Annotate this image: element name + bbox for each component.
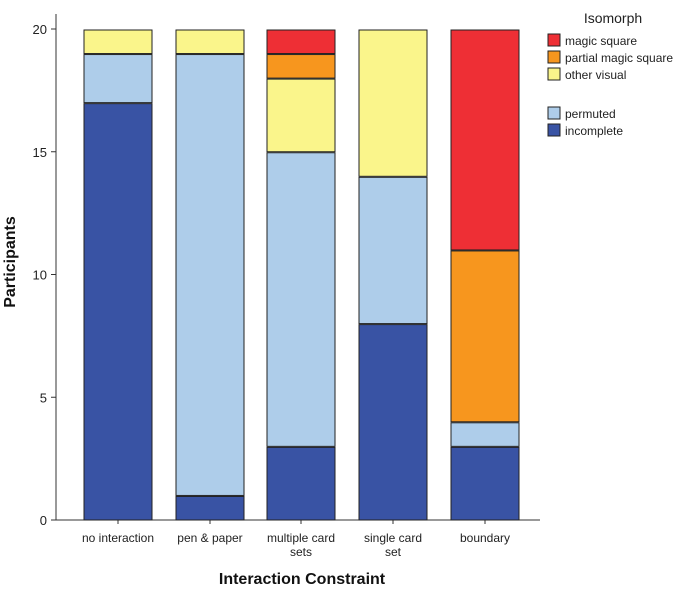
bar-multiple-card-sets-permuted xyxy=(266,152,336,447)
bar-boundary-incomplete xyxy=(450,446,520,521)
y-tick-label: 15 xyxy=(33,145,47,160)
y-axis-title: Participants xyxy=(2,216,19,308)
y-tick-label: 10 xyxy=(33,268,47,283)
bar-no-interaction-incomplete xyxy=(83,103,153,521)
legend-swatch-incomplete xyxy=(547,123,561,137)
bar-multiple-card-sets-partial-magic-square xyxy=(266,54,336,79)
legend: Isomorph magic square partial magic squar… xyxy=(547,10,673,138)
legend-title: Isomorph xyxy=(584,10,642,26)
bar-no-interaction-other-visual xyxy=(83,29,153,55)
bar-multiple-card-sets-incomplete xyxy=(266,446,336,521)
legend-swatch-magic-square xyxy=(547,33,561,47)
chart-bars xyxy=(83,29,520,521)
y-tick-labels: 0 5 10 15 20 xyxy=(33,22,47,528)
legend-label-incomplete: incomplete xyxy=(565,124,623,138)
bar-boundary-partial-magic-square xyxy=(450,250,520,423)
x-axis-title: Interaction Constraint xyxy=(219,571,386,588)
x-tick-label-pen-paper: pen & paper xyxy=(177,531,242,545)
bar-multiple-card-sets-other-visual xyxy=(266,78,336,153)
bar-boundary-magic-square xyxy=(450,29,520,251)
bar-pen-paper-incomplete xyxy=(175,495,245,521)
legend-swatch-partial-magic-square xyxy=(547,50,561,64)
bar-pen-paper-other-visual xyxy=(175,29,245,55)
y-tick-label: 0 xyxy=(40,513,47,528)
y-tick-label: 20 xyxy=(33,22,47,37)
bar-single-card-set-permuted xyxy=(358,176,428,325)
bar-boundary-permuted xyxy=(450,422,520,447)
y-tick-label: 5 xyxy=(40,390,47,405)
bar-single-card-set-other-visual xyxy=(358,29,428,177)
bar-multiple-card-sets-magic-square xyxy=(266,29,336,55)
legend-label-magic-square: magic square xyxy=(565,34,637,48)
x-tick-labels: no interaction pen & paper multiple card se… xyxy=(82,531,510,559)
bar-pen-paper-permuted xyxy=(175,54,245,496)
bar-single-card-set-incomplete xyxy=(358,324,428,521)
legend-label-permuted: permuted xyxy=(565,107,616,121)
legend-label-partial-magic-square: partial magic square xyxy=(565,51,673,65)
x-tick-label-multiple-card-sets: multiple card sets xyxy=(267,531,335,559)
bar-no-interaction-permuted xyxy=(83,54,153,104)
x-tick-label-boundary: boundary xyxy=(460,531,510,545)
x-tick-label-no-interaction: no interaction xyxy=(82,531,154,545)
legend-swatch-other-visual xyxy=(547,67,561,81)
x-tick-label-single-card-set: single card set xyxy=(364,531,422,559)
legend-label-other-visual: other visual xyxy=(565,68,626,82)
legend-swatch-permuted xyxy=(547,106,561,120)
